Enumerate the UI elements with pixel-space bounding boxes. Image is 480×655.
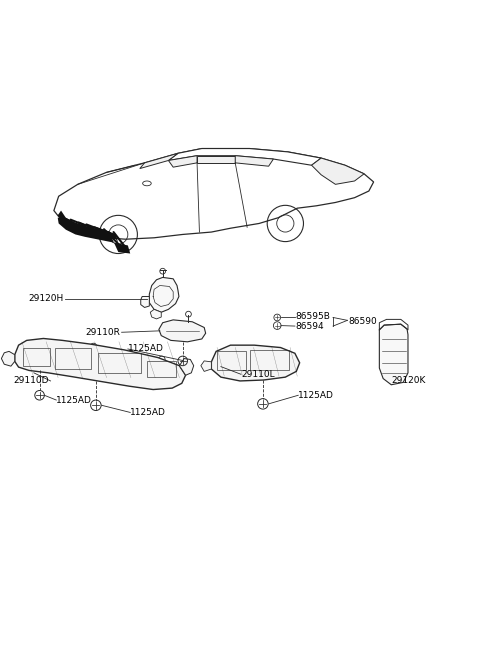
Polygon shape — [15, 339, 186, 390]
Text: 1125AD: 1125AD — [298, 391, 334, 400]
Bar — [24, 348, 49, 365]
Text: 29110D: 29110D — [13, 377, 49, 385]
Polygon shape — [58, 210, 118, 244]
Bar — [98, 353, 141, 373]
Text: 86590: 86590 — [349, 317, 378, 326]
Polygon shape — [168, 156, 197, 167]
Polygon shape — [197, 156, 235, 163]
Polygon shape — [149, 277, 179, 312]
Polygon shape — [140, 153, 178, 168]
Text: 29110R: 29110R — [85, 328, 120, 337]
Text: 86595B: 86595B — [296, 312, 331, 321]
Polygon shape — [159, 320, 205, 342]
Polygon shape — [379, 324, 408, 384]
Polygon shape — [141, 297, 149, 307]
Polygon shape — [235, 156, 274, 166]
Polygon shape — [54, 149, 373, 239]
Text: 1125AD: 1125AD — [56, 396, 92, 405]
Text: 86594: 86594 — [296, 322, 324, 331]
Bar — [147, 362, 176, 377]
Text: 1125AD: 1125AD — [130, 408, 166, 417]
Polygon shape — [180, 358, 194, 375]
Polygon shape — [312, 158, 364, 184]
Text: 29120K: 29120K — [392, 377, 426, 385]
Bar — [251, 350, 288, 371]
Polygon shape — [1, 351, 15, 366]
Text: 29110L: 29110L — [241, 370, 275, 379]
Polygon shape — [168, 149, 321, 165]
Text: 29120H: 29120H — [28, 294, 63, 303]
Text: 1125AD: 1125AD — [128, 345, 164, 354]
Bar — [217, 351, 246, 371]
Bar — [55, 348, 91, 369]
Polygon shape — [201, 361, 211, 371]
Polygon shape — [58, 217, 130, 253]
Polygon shape — [211, 345, 300, 381]
Polygon shape — [150, 309, 161, 319]
